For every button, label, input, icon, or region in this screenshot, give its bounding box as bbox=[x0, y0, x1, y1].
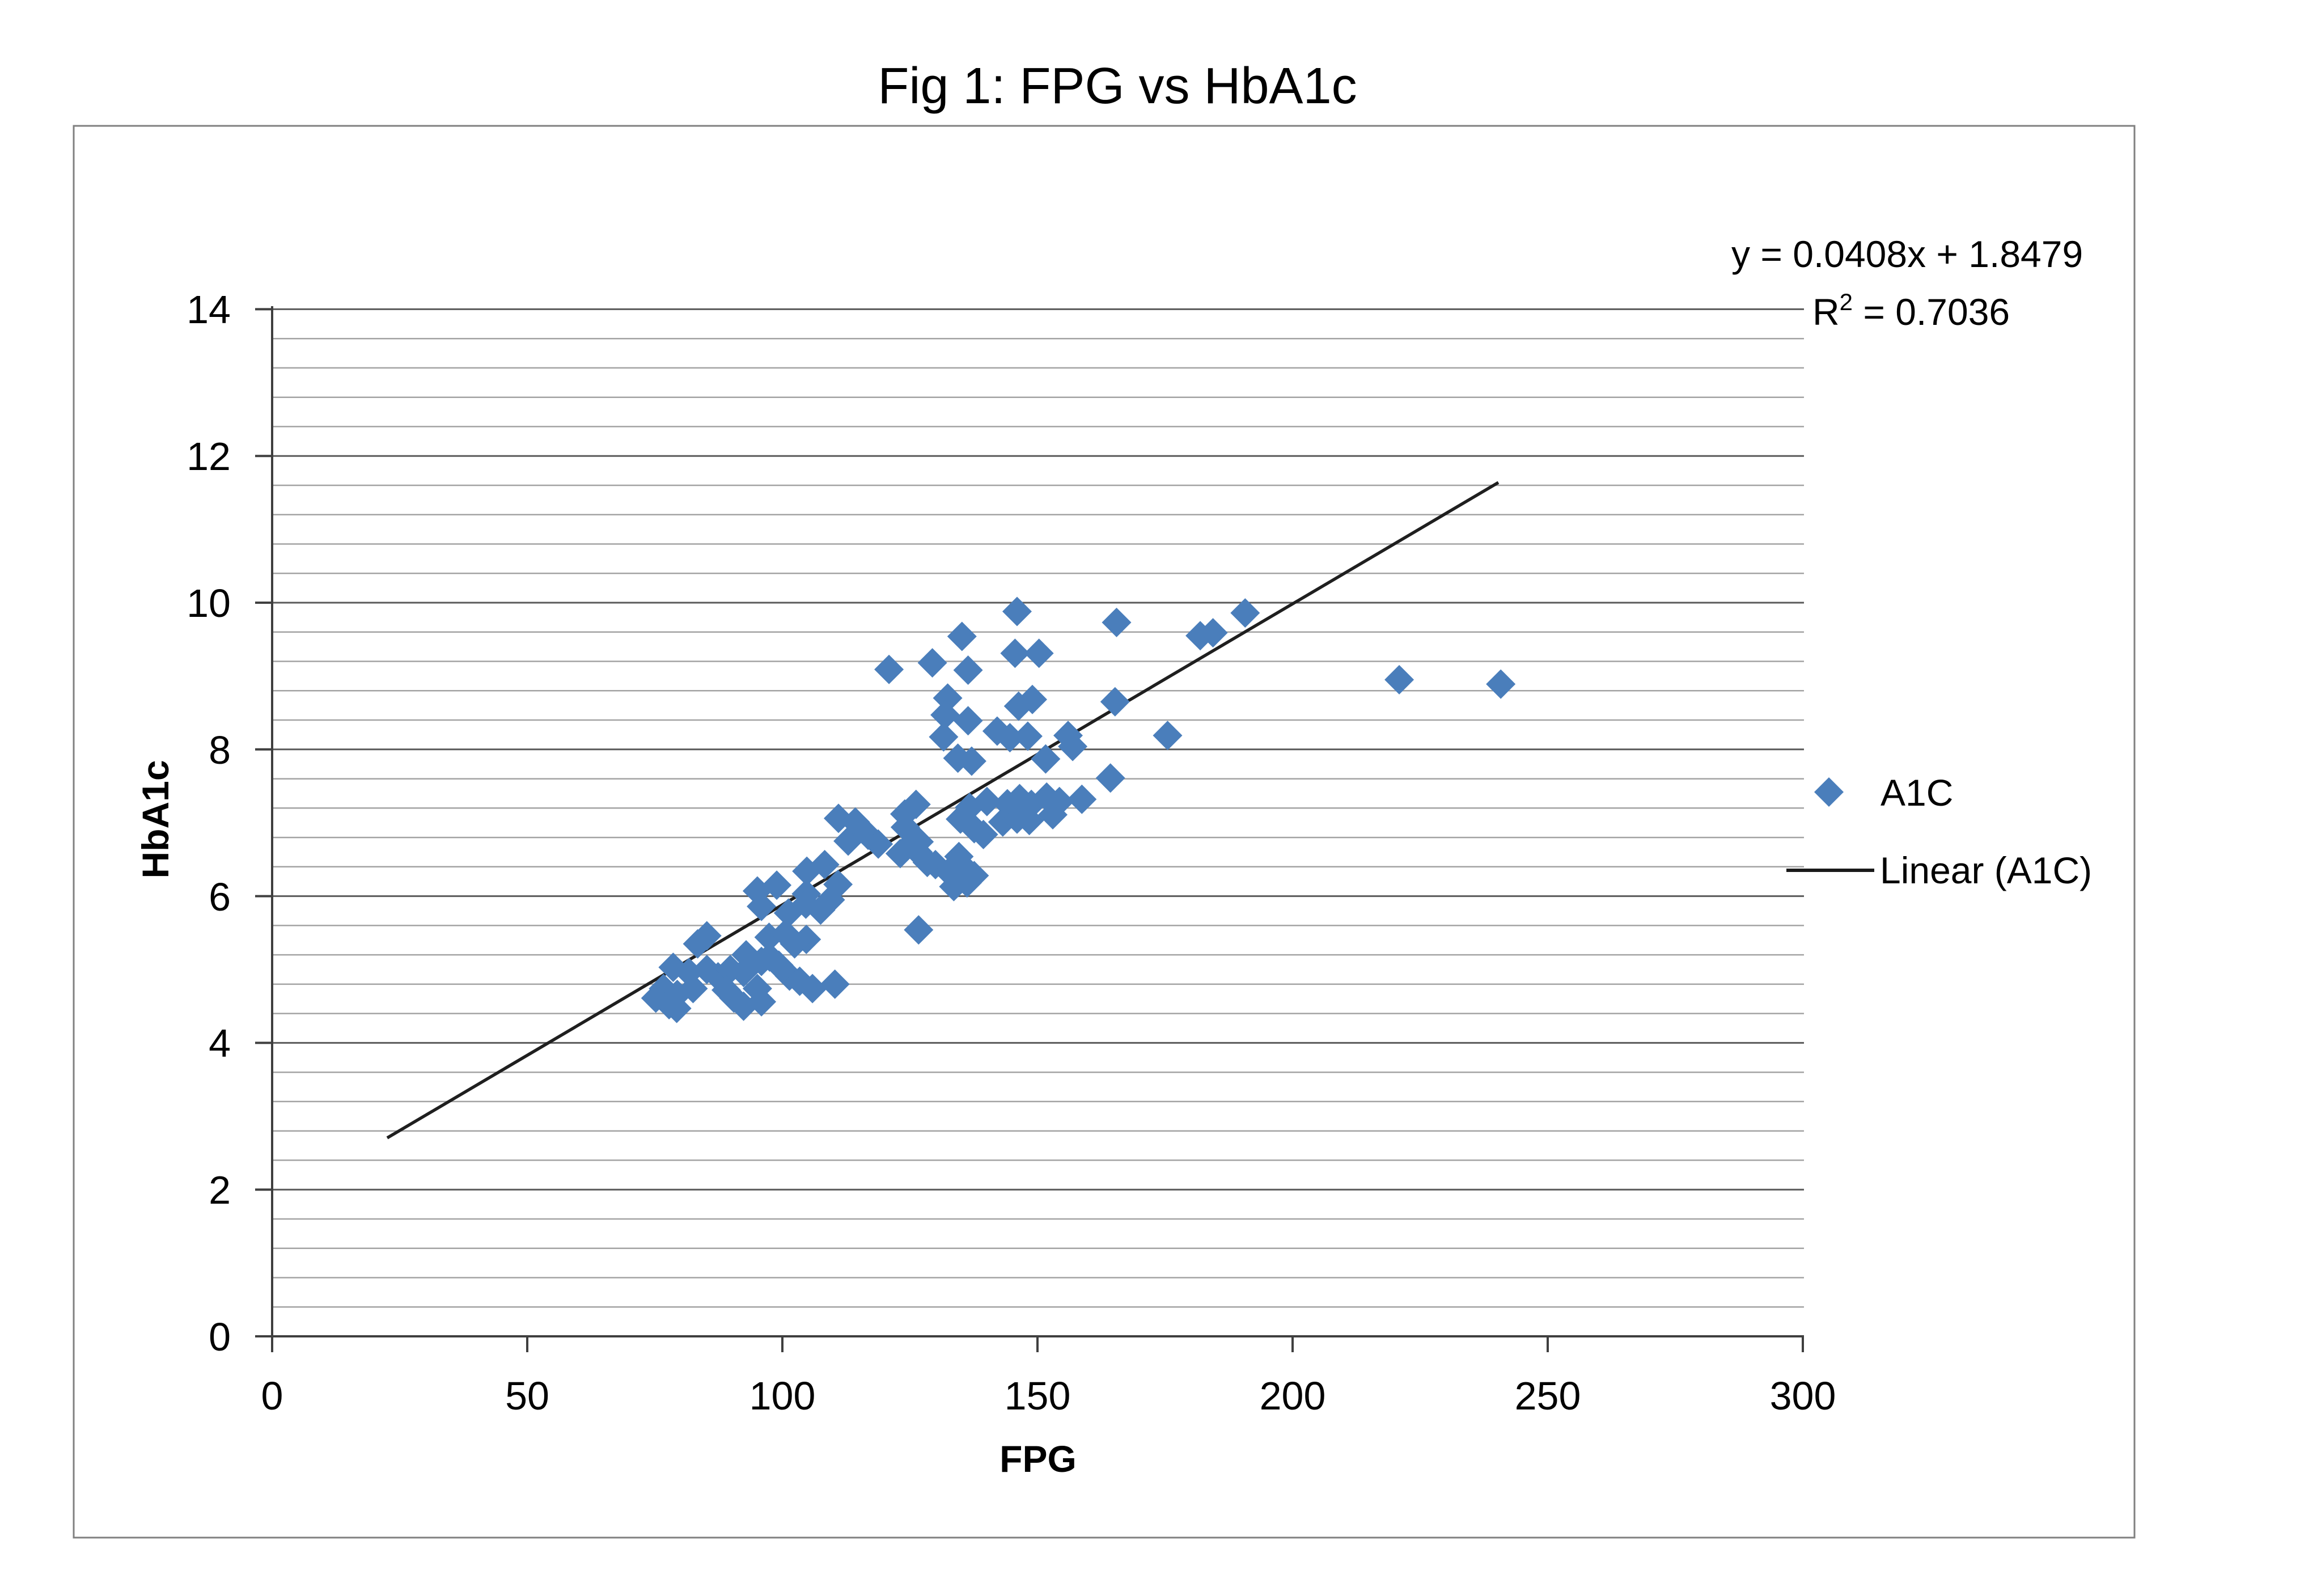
svg-text:250: 250 bbox=[1515, 1374, 1581, 1418]
svg-text:50: 50 bbox=[505, 1374, 549, 1418]
svg-text:6: 6 bbox=[209, 875, 231, 919]
svg-text:HbA1c: HbA1c bbox=[134, 760, 176, 878]
svg-text:0: 0 bbox=[209, 1315, 231, 1359]
svg-text:y = 0.0408x + 1.8479: y = 0.0408x + 1.8479 bbox=[1731, 233, 2083, 275]
svg-text:10: 10 bbox=[187, 581, 231, 625]
svg-text:100: 100 bbox=[749, 1374, 816, 1418]
svg-text:300: 300 bbox=[1770, 1374, 1836, 1418]
svg-text:4: 4 bbox=[209, 1021, 231, 1065]
svg-text:2: 2 bbox=[209, 1168, 231, 1212]
svg-text:A1C: A1C bbox=[1880, 772, 1953, 814]
svg-text:12: 12 bbox=[187, 434, 231, 479]
svg-text:FPG: FPG bbox=[999, 1438, 1077, 1480]
svg-text:Linear (A1C): Linear (A1C) bbox=[1880, 849, 2092, 891]
svg-text:Fig 1: FPG vs HbA1c: Fig 1: FPG vs HbA1c bbox=[878, 58, 1357, 115]
svg-text:8: 8 bbox=[209, 728, 231, 772]
svg-text:200: 200 bbox=[1260, 1374, 1326, 1418]
svg-text:150: 150 bbox=[1005, 1374, 1071, 1418]
svg-text:14: 14 bbox=[187, 287, 231, 332]
svg-text:0: 0 bbox=[261, 1374, 283, 1418]
